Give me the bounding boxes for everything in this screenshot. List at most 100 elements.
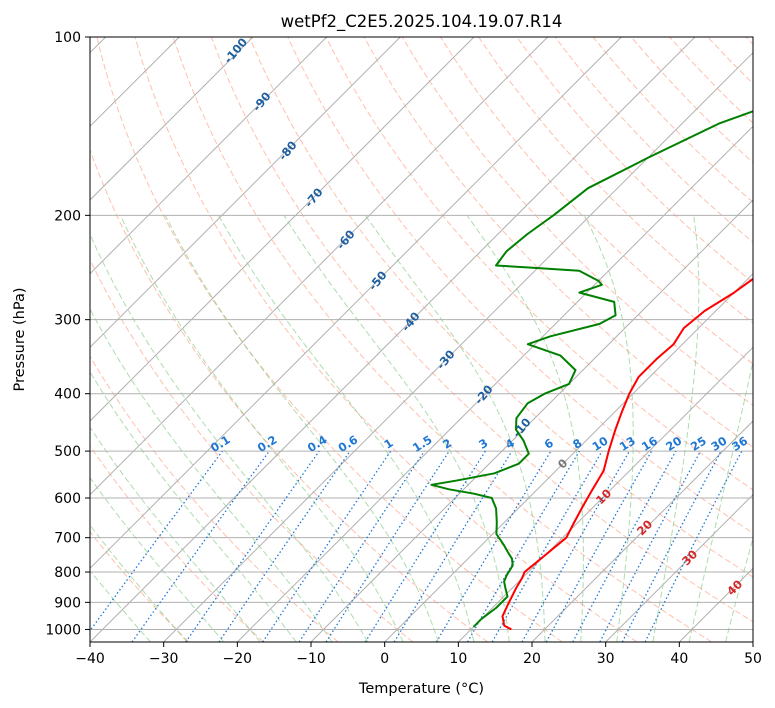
dry-adiabat xyxy=(210,37,753,623)
x-tick-label: −10 xyxy=(296,651,326,667)
isotherm xyxy=(90,37,549,496)
mixing-ratio-label: 0.6 xyxy=(336,432,361,455)
dry-adiabat xyxy=(401,37,753,406)
mixing-ratio-line xyxy=(325,450,450,642)
x-tick-label: 40 xyxy=(670,651,688,667)
y-tick-label: 400 xyxy=(54,387,81,403)
mixing-ratio-line xyxy=(298,450,425,642)
isotherm xyxy=(457,346,753,642)
x-tick-label: 20 xyxy=(523,651,541,667)
mixing-ratio-label: 2 xyxy=(440,436,454,452)
dry-adiabat xyxy=(707,37,753,85)
dry-adiabat xyxy=(592,37,753,203)
dewpoint-profile xyxy=(430,110,753,628)
mixing-ratio-label: 1.5 xyxy=(410,432,435,455)
mixing-ratio-line xyxy=(185,450,320,642)
mixing-ratio-label: 0.2 xyxy=(255,432,280,455)
isotherm xyxy=(90,37,328,275)
moist-adiabat xyxy=(164,215,439,642)
moist-adiabat xyxy=(120,215,404,642)
y-tick-label: 700 xyxy=(54,531,81,547)
x-tick-label: −40 xyxy=(75,651,105,667)
dry-adiabat xyxy=(96,37,563,642)
mixing-ratio-line xyxy=(393,450,513,642)
dry-adiabat xyxy=(325,37,753,491)
mixing-ratio-line xyxy=(545,450,653,642)
moist-adiabat xyxy=(90,308,333,642)
x-tick-label: 30 xyxy=(597,651,615,667)
mixing-ratio-line xyxy=(364,450,486,642)
background-lines xyxy=(90,37,753,642)
y-tick-label: 600 xyxy=(54,491,81,507)
moist-adiabat xyxy=(90,524,188,642)
moist-adiabat xyxy=(283,215,510,642)
mixing-ratio-line xyxy=(644,450,743,642)
profile-lines xyxy=(430,110,753,631)
moist-adiabat xyxy=(725,536,753,642)
mixing-ratio-line xyxy=(262,450,392,642)
y-tick-label: 200 xyxy=(54,208,81,224)
mixing-ratio-line xyxy=(521,450,631,642)
x-tick-label: −20 xyxy=(223,651,253,667)
dry-adiabat xyxy=(439,37,753,365)
mixing-ratio-line xyxy=(90,450,223,632)
isotherm xyxy=(752,641,753,642)
mixing-ratio-line xyxy=(572,450,677,642)
mixing-ratio-line xyxy=(218,450,351,642)
x-tick-label: 50 xyxy=(744,651,762,667)
temperature-profile xyxy=(501,277,753,631)
isotherm xyxy=(310,199,753,642)
mixing-ratio-line xyxy=(131,450,270,642)
y-tick-label: 800 xyxy=(54,565,81,581)
dry-adiabat xyxy=(90,148,488,642)
dry-adiabat-label: -20 xyxy=(472,382,496,407)
dry-adiabat xyxy=(554,37,753,243)
isotherm xyxy=(90,37,696,642)
dry-adiabat xyxy=(745,37,753,45)
mixing-ratio-label: 0.4 xyxy=(305,432,330,455)
moist-adiabat xyxy=(364,215,546,642)
dry-adiabat xyxy=(90,355,339,642)
moist-adiabat xyxy=(466,215,584,642)
moist-adiabat xyxy=(218,215,475,642)
moist-adiabat xyxy=(688,358,753,642)
isotherm xyxy=(163,51,753,642)
isotherm xyxy=(90,37,401,349)
dry-adiabat xyxy=(90,531,190,642)
isotherm xyxy=(90,37,622,570)
chart-title: wetPf2_C2E5.2025.104.19.07.R14 xyxy=(281,12,563,32)
y-axis-title: Pressure (hPa) xyxy=(12,287,28,391)
moist-adiabat xyxy=(90,476,225,642)
mixing-ratio-label: 6 xyxy=(542,436,556,452)
isotherm xyxy=(531,420,753,642)
mixing-ratio-label: 3 xyxy=(476,436,490,452)
moist-adiabat xyxy=(90,569,151,642)
y-tick-label: 900 xyxy=(54,595,81,611)
moist-adiabat xyxy=(90,370,297,642)
moist-adiabat xyxy=(652,215,700,642)
mixing-ratio-line xyxy=(599,450,702,642)
dry-adiabat xyxy=(249,37,753,578)
plot-frame xyxy=(89,36,754,643)
dry-adiabat xyxy=(287,37,753,534)
mixing-ratio-line xyxy=(435,450,552,642)
y-tick-label: 100 xyxy=(54,30,81,46)
isotherm xyxy=(384,272,753,642)
y-tick-label: 500 xyxy=(54,444,81,460)
axis-ticks: −40 −30 −20 −10 0 10 20 30 40 5010020030040050060… xyxy=(45,30,762,667)
isotherm xyxy=(90,37,254,201)
dry-adiabat xyxy=(90,445,264,642)
moist-adiabat xyxy=(90,232,369,642)
y-tick-label: 300 xyxy=(54,313,81,329)
isotherm xyxy=(605,493,753,642)
x-tick-label: 0 xyxy=(380,651,389,667)
x-tick-label: 10 xyxy=(449,651,467,667)
dry-adiabat xyxy=(134,37,638,642)
x-axis-title: Temperature (°C) xyxy=(358,681,484,697)
mixing-ratio-label: 0.1 xyxy=(208,432,233,455)
isotherm xyxy=(90,37,475,422)
y-tick-label: 1000 xyxy=(45,622,81,638)
dry-adiabat xyxy=(90,258,414,642)
moist-adiabat xyxy=(90,426,261,642)
